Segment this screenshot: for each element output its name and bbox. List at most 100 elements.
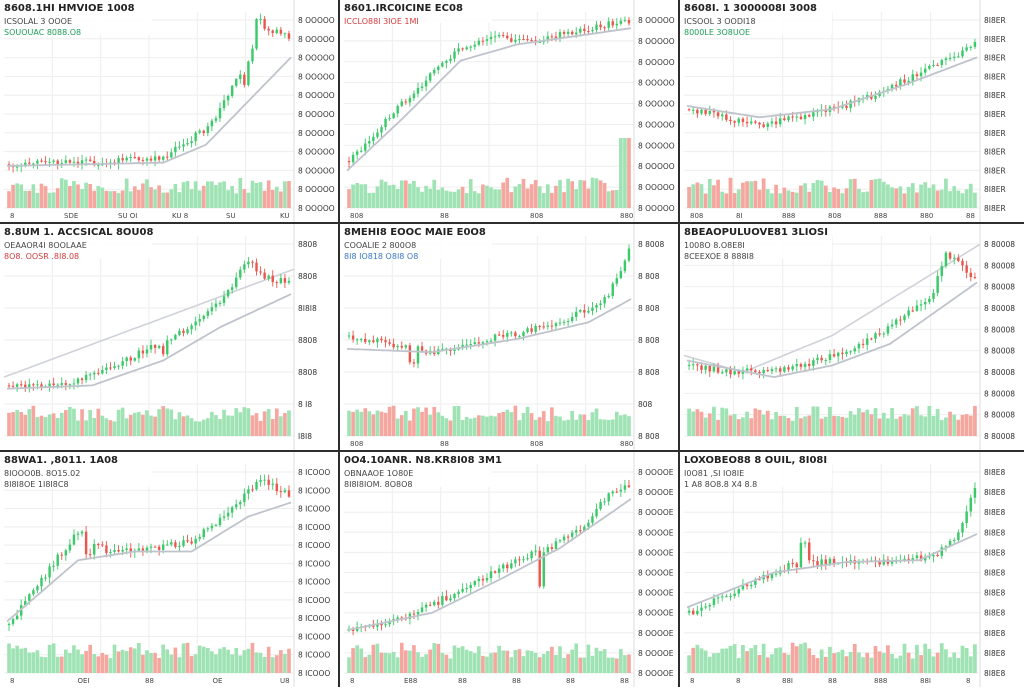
volume-bars xyxy=(7,405,291,436)
volume-bar xyxy=(546,421,550,436)
volume-bar xyxy=(558,179,562,208)
volume-bar xyxy=(112,421,117,436)
volume-bar xyxy=(707,178,712,208)
candle-body xyxy=(754,121,757,123)
candle-body xyxy=(198,537,201,539)
candle xyxy=(550,319,554,330)
candle xyxy=(899,77,902,90)
candle xyxy=(952,51,956,62)
candle-body xyxy=(32,384,35,386)
candle-body xyxy=(72,161,76,163)
y-tick-label: 8 OOOOO xyxy=(638,16,675,25)
candle-body xyxy=(712,111,716,113)
volume-bar xyxy=(728,177,733,208)
candle xyxy=(226,506,230,520)
y-tick-label: 8808 xyxy=(298,368,317,377)
candle-body xyxy=(202,529,205,538)
volume-bar xyxy=(712,406,716,436)
volume-bar xyxy=(848,179,853,208)
volume-bar xyxy=(857,652,861,673)
candle xyxy=(380,336,383,343)
candle xyxy=(469,582,472,594)
candle xyxy=(595,303,598,313)
candle xyxy=(7,383,11,389)
y-tick-label: 8 OOOOO xyxy=(638,162,675,171)
candle xyxy=(80,154,84,170)
volume-bar xyxy=(695,182,700,208)
chart-stat-line: 8000LE 3O8UOE xyxy=(684,28,750,37)
y-tick-label: 8I8ER xyxy=(984,54,1006,63)
volume-bar xyxy=(242,189,247,208)
candle-body xyxy=(428,604,432,606)
volume-bar xyxy=(395,188,400,208)
volume-bar xyxy=(88,644,92,673)
candle xyxy=(52,159,55,164)
y-tick-label: 8I8ER xyxy=(984,148,1006,157)
candle-body xyxy=(550,325,554,327)
volume-bar xyxy=(359,411,364,436)
volume-bar xyxy=(416,187,420,208)
volume-bar xyxy=(371,414,376,436)
candle-body xyxy=(255,481,258,490)
volume-bar xyxy=(274,408,279,436)
candle-body xyxy=(141,160,145,162)
volume-bar xyxy=(786,190,791,208)
candle-body xyxy=(174,542,177,547)
candle-body xyxy=(287,490,291,497)
volume-bar xyxy=(15,410,19,436)
candle-body xyxy=(129,548,132,553)
volume-bar xyxy=(391,405,396,436)
candle xyxy=(347,625,351,632)
candle xyxy=(799,362,803,371)
x-tick-label: 88 xyxy=(145,677,154,685)
volume-bar xyxy=(420,191,424,208)
candle xyxy=(700,108,703,116)
volume-bar xyxy=(424,407,428,436)
volume-bar xyxy=(881,181,886,208)
volume-bar xyxy=(586,188,591,208)
candle xyxy=(72,529,76,546)
candle-body xyxy=(716,366,720,373)
candle xyxy=(623,16,627,23)
candle-body xyxy=(60,554,63,556)
candle xyxy=(812,554,815,567)
volume-bar xyxy=(165,649,170,673)
candle xyxy=(194,316,197,331)
volume-bar xyxy=(828,406,832,436)
candle xyxy=(708,364,712,378)
volume-bar xyxy=(757,189,762,208)
volume-bar xyxy=(968,415,973,436)
moving-average-line xyxy=(686,281,978,379)
candle xyxy=(214,115,218,124)
candle-body xyxy=(687,364,691,366)
candle-body xyxy=(899,319,902,321)
candle-body xyxy=(770,574,774,579)
volume-bar xyxy=(472,417,477,436)
volume-bar xyxy=(485,416,489,436)
volume-bar xyxy=(944,649,948,673)
candle-body xyxy=(558,32,562,39)
candle xyxy=(961,258,964,272)
candle-body xyxy=(522,559,525,561)
volume-bar xyxy=(935,190,940,208)
volume-bar xyxy=(279,650,283,673)
candle-body xyxy=(24,162,27,166)
candle-body xyxy=(384,119,387,128)
volume-bar xyxy=(468,651,473,673)
candle-body xyxy=(807,115,811,117)
y-tick-label: 8 OOOOE xyxy=(638,609,674,618)
volume-bar xyxy=(47,192,52,208)
candle xyxy=(416,344,420,369)
candle xyxy=(247,256,250,269)
candle xyxy=(795,561,799,574)
candle-body xyxy=(271,30,274,34)
y-tick-labels: 8I8E88I8E88I8E88I8E88I8E88I8E88I8E88I8E8… xyxy=(984,468,1005,678)
volume-bar xyxy=(19,412,24,436)
volume-bar xyxy=(31,184,36,208)
volume-bar xyxy=(173,183,178,208)
candle xyxy=(441,60,444,68)
volume-bar xyxy=(19,184,24,208)
volume-bar xyxy=(919,655,923,673)
volume-bars xyxy=(7,642,291,673)
volume-bar xyxy=(493,652,497,673)
